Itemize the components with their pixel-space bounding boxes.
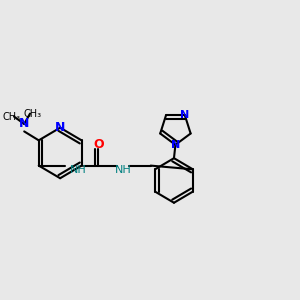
Text: NH: NH [70, 165, 86, 175]
Text: N: N [171, 140, 180, 150]
Text: N: N [180, 110, 189, 120]
Text: N: N [19, 118, 29, 130]
Text: N: N [55, 121, 65, 134]
Text: CH₃: CH₃ [24, 109, 42, 118]
Text: O: O [94, 138, 104, 151]
Text: NH: NH [115, 165, 131, 175]
Text: CH₃: CH₃ [2, 112, 20, 122]
